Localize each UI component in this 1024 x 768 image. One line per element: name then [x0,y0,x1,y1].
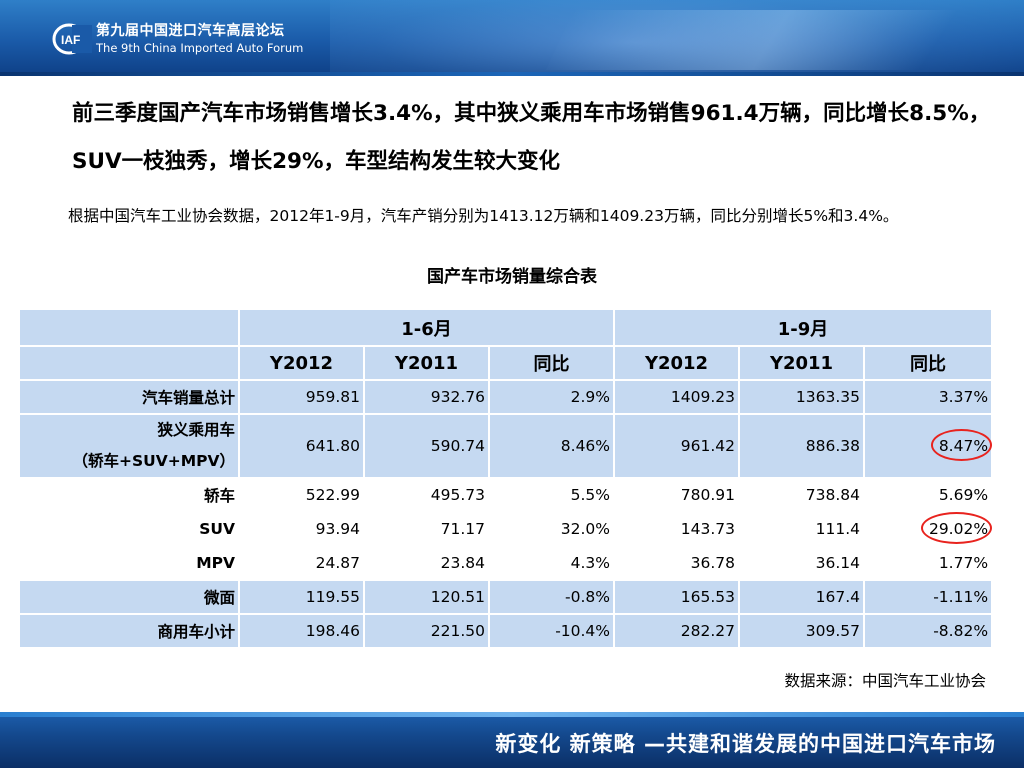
table-cell: 738.84 [738,477,866,513]
column-header: Y2011 [363,345,490,381]
table-cell: 198.46 [238,613,365,649]
slide-headline: 前三季度国产汽车市场销售增长3.4%，其中狭义乘用车市场销售961.4万辆，同比… [72,101,991,174]
table-row: 商用车小计 198.46 221.50 -10.4% 282.27 309.57… [18,613,994,649]
period-header-h1: 1-6月 [237,308,616,347]
table-cell: 165.53 [613,579,741,615]
table-cell: 221.50 [363,613,490,649]
table-cell: -8.82% [863,613,994,649]
highlighted-value: 8.47% [930,429,993,461]
table-column-header-row: Y2012 Y2011 同比 Y2012 Y2011 同比 [18,345,994,381]
iaf-logo-icon: IAF [52,23,92,55]
table-cell: 886.38 [738,413,866,479]
row-label: 轿车 [18,477,240,513]
row-label: MPV [18,545,240,581]
forum-title-cn: 第九届中国进口汽车高层论坛 [96,23,285,39]
table-cell: 780.91 [613,477,741,513]
intro-paragraph: 根据中国汽车工业协会数据，2012年1-9月，汽车产销分别为1413.12万辆和… [68,207,899,225]
table-cell: 3.37% [863,379,994,415]
row-label-line-2: （轿车+SUV+MPV） [72,452,235,470]
table-corner-cell-2 [18,345,240,381]
table-cell: 4.3% [487,545,616,581]
row-label: 商用车小计 [18,613,240,649]
table-cell: -0.8% [487,579,616,615]
table-cell: 1.77% [863,545,994,581]
table-row: 轿车 522.99 495.73 5.5% 780.91 738.84 5.69… [18,477,994,513]
table-cell: 2.9% [487,379,616,415]
red-circle-annotation [930,429,993,461]
column-header: Y2012 [238,345,365,381]
table-cell: 93.94 [238,511,365,547]
table-cell: 959.81 [238,379,365,415]
table-cell: 24.87 [238,545,365,581]
table-cell: 8.46% [487,413,616,479]
table-cell: 282.27 [613,613,741,649]
table-cell: -1.11% [863,579,994,615]
table-cell: 23.84 [363,545,490,581]
table-cell: 522.99 [238,477,365,513]
table-cell: 1409.23 [613,379,741,415]
table-row: 狭义乘用车 （轿车+SUV+MPV） 641.80 590.74 8.46% 9… [18,413,994,479]
table-cell: 36.78 [613,545,741,581]
table-row: MPV 24.87 23.84 4.3% 36.78 36.14 1.77% [18,545,994,581]
table-period-header-row: 1-6月 1-9月 [18,308,994,347]
period-header-q3: 1-9月 [613,308,994,347]
red-circle-annotation [920,512,993,544]
row-label: 汽车销量总计 [18,379,240,415]
table-cell: 8.47% [863,413,994,479]
table-row: 汽车销量总计 959.81 932.76 2.9% 1409.23 1363.3… [18,379,994,415]
table-cell: 36.14 [738,545,866,581]
footer-slogan: 新变化 新策略 —共建和谐发展的中国进口汽车市场 [495,732,996,756]
table-cell: 495.73 [363,477,490,513]
row-label: 微面 [18,579,240,615]
table-row: SUV 93.94 71.17 32.0% 143.73 111.4 29.02… [18,511,994,547]
header-light-streak [330,0,1024,76]
data-source-note: 数据来源：中国汽车工业协会 [784,672,986,690]
table-corner-cell [18,308,240,347]
header-underline [0,72,1024,76]
header-light-streak-2 [546,10,1024,70]
logo-text: IAF [61,33,80,47]
highlighted-value: 29.02% [920,512,993,544]
table-cell: 119.55 [238,579,365,615]
row-label: SUV [18,511,240,547]
table-cell: 932.76 [363,379,490,415]
column-header: 同比 [863,345,994,381]
footer-banner: 新变化 新策略 —共建和谐发展的中国进口汽车市场 [0,712,1024,768]
column-header: Y2012 [613,345,741,381]
table-cell: 29.02% [863,511,994,547]
table-cell: 5.69% [863,477,994,513]
column-header: 同比 [487,345,616,381]
row-label: 狭义乘用车 （轿车+SUV+MPV） [18,413,240,479]
table-cell: 32.0% [487,511,616,547]
table-cell: 961.42 [613,413,741,479]
row-label-line-1: 狭义乘用车 [157,421,235,439]
forum-title-en: The 9th China Imported Auto Forum [96,41,304,55]
sales-summary-table: 1-6月 1-9月 Y2012 Y2011 同比 Y2012 Y2011 同比 … [18,308,994,649]
table-row: 微面 119.55 120.51 -0.8% 165.53 167.4 -1.1… [18,579,994,615]
table-cell: 143.73 [613,511,741,547]
table-cell: 167.4 [738,579,866,615]
table-cell: 5.5% [487,477,616,513]
table-cell: 641.80 [238,413,365,479]
table-cell: 71.17 [363,511,490,547]
table-cell: 309.57 [738,613,866,649]
footer-highlight-strip [0,712,1024,717]
table-cell: 111.4 [738,511,866,547]
header-banner: IAF 第九届中国进口汽车高层论坛 The 9th China Imported… [0,0,1024,76]
column-header: Y2011 [738,345,866,381]
table-title: 国产车市场销量综合表 [427,267,597,287]
table-cell: 120.51 [363,579,490,615]
table-cell: 1363.35 [738,379,866,415]
table-cell: 590.74 [363,413,490,479]
table-cell: -10.4% [487,613,616,649]
